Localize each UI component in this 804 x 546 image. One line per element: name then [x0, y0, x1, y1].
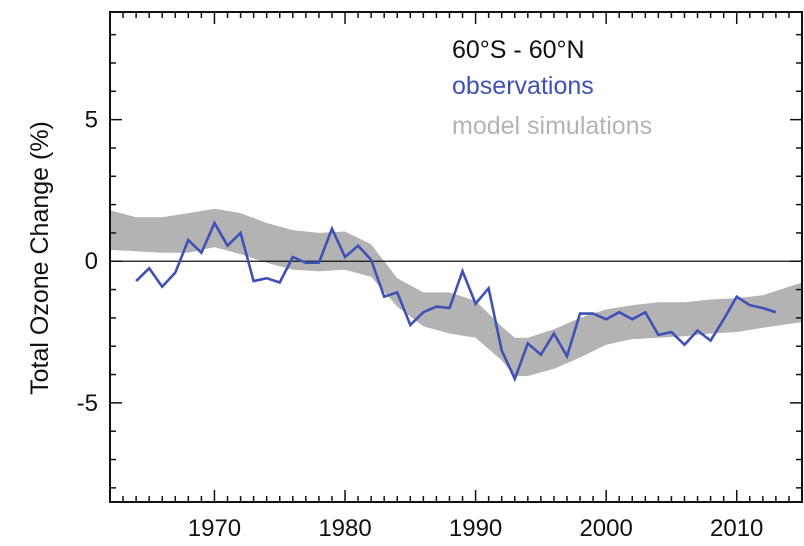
- legend: 60°S - 60°N observations model simulatio…: [452, 36, 652, 140]
- y-tick-label: 5: [85, 107, 98, 134]
- y-tick-label: 0: [85, 248, 98, 275]
- model-simulations-band: [110, 208, 802, 376]
- observations-line: [135, 220, 777, 383]
- axis-ticks: [110, 12, 803, 502]
- y-tick-label: -5: [77, 390, 98, 417]
- legend-observations: observations: [452, 72, 594, 100]
- plot-frame: [109, 11, 803, 503]
- x-tick-label: 2010: [710, 515, 763, 542]
- x-tick-label: 1980: [318, 515, 371, 542]
- tick-labels: 1970 1980 1990 2000 2010 5 0 -5: [77, 107, 764, 542]
- x-tick-label: 2000: [579, 515, 632, 542]
- legend-region-label: 60°S - 60°N: [452, 36, 585, 64]
- y-axis-label: Total Ozone Change (%): [26, 121, 54, 395]
- plot-content: [110, 208, 802, 383]
- x-tick-label: 1990: [449, 515, 502, 542]
- x-tick-label: 1970: [188, 515, 241, 542]
- legend-model-simulations: model simulations: [452, 112, 652, 140]
